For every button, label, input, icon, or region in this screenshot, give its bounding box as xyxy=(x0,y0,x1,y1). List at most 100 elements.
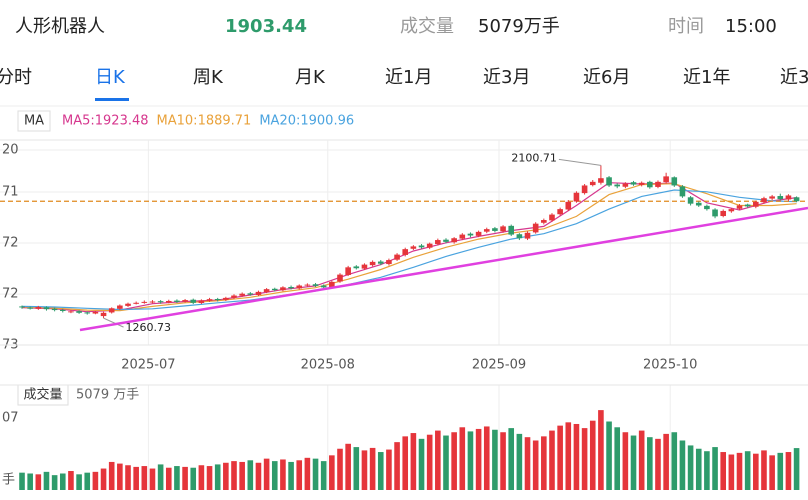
candle-body xyxy=(793,197,800,202)
candle-body xyxy=(108,308,115,313)
candle-body xyxy=(589,181,596,186)
candle-body xyxy=(223,297,229,300)
tab-underline xyxy=(95,98,129,101)
volume-bar xyxy=(239,461,245,490)
candle-body xyxy=(483,229,490,232)
candle-body xyxy=(231,295,237,298)
volume-bar xyxy=(117,463,123,490)
volume-bar xyxy=(68,471,74,490)
candle-body xyxy=(157,301,164,303)
candle-body xyxy=(377,261,384,264)
candle-body xyxy=(59,309,66,311)
volume-bar xyxy=(133,466,139,490)
candle-body xyxy=(255,291,262,295)
y-tick-label: 72 xyxy=(2,235,19,250)
candle-body xyxy=(125,303,131,306)
volume-bar xyxy=(435,430,441,490)
annotation-leader xyxy=(558,158,601,166)
candle-body xyxy=(630,182,637,185)
volume-bar xyxy=(606,421,612,490)
volume-bar xyxy=(557,425,563,490)
candle-body xyxy=(271,288,278,291)
volume-bar xyxy=(214,464,221,490)
candle-body xyxy=(500,226,506,232)
candle-body xyxy=(51,308,58,311)
ma-line xyxy=(21,183,797,312)
volume-bar xyxy=(223,462,229,490)
volume-bar xyxy=(549,430,555,490)
volume-bar xyxy=(492,429,498,490)
ma-label: MA xyxy=(24,114,44,129)
tab[interactable]: 近3 xyxy=(780,67,808,88)
candle-body xyxy=(728,209,735,212)
tab[interactable]: 日K xyxy=(95,67,126,88)
candle-body xyxy=(369,261,376,266)
candle-body xyxy=(761,198,767,203)
tab[interactable]: 近3月 xyxy=(483,67,530,88)
volume-bar xyxy=(695,448,702,490)
annotation-leader xyxy=(103,317,124,328)
volume-bar xyxy=(671,432,678,490)
volume-bar xyxy=(361,450,368,490)
candle-body xyxy=(451,238,457,243)
volume-bar xyxy=(353,447,360,490)
candle-body xyxy=(753,201,759,207)
volume-bar xyxy=(296,460,303,490)
volume-value: 5079万手 xyxy=(478,16,560,37)
tab[interactable]: 周K xyxy=(193,67,224,88)
volume-bar xyxy=(483,426,490,490)
volume-bar xyxy=(231,461,237,490)
y-tick-label: 20 xyxy=(2,143,19,158)
candle-body xyxy=(288,286,294,289)
volume-bar xyxy=(247,460,254,490)
volume-bar xyxy=(785,452,792,490)
time-label: 时间 xyxy=(668,16,704,37)
volume-bar xyxy=(198,465,205,490)
volume-bar xyxy=(304,457,311,490)
volume-bar xyxy=(769,455,775,490)
volume-bar xyxy=(312,458,319,490)
volume-bar xyxy=(565,422,572,490)
tab[interactable]: 近1年 xyxy=(683,67,730,88)
candle-body xyxy=(663,176,669,183)
x-tick-label: 2025-09 xyxy=(472,358,526,373)
tab[interactable]: 近1月 xyxy=(385,67,432,88)
tab[interactable]: 月K xyxy=(295,67,326,88)
volume-bar xyxy=(532,440,539,490)
candle-body xyxy=(516,234,523,239)
volume-bar xyxy=(647,437,653,490)
candle-body xyxy=(198,300,205,303)
y-tick-label: 72 xyxy=(2,287,19,302)
volume-bar xyxy=(663,433,669,490)
tab[interactable]: 近6月 xyxy=(583,67,630,88)
candle-body xyxy=(214,298,221,301)
candle-body xyxy=(647,181,653,188)
candle-body xyxy=(410,246,417,249)
volume-bar xyxy=(687,445,694,490)
candle-body xyxy=(337,274,343,282)
candle-body xyxy=(19,306,25,308)
candle-body xyxy=(304,284,311,286)
candle-body xyxy=(68,311,74,313)
candle-body xyxy=(541,220,547,223)
candle-body xyxy=(459,234,466,239)
candle-body xyxy=(622,183,629,187)
candle-body xyxy=(27,307,33,309)
tab[interactable]: 分时 xyxy=(0,67,32,88)
volume-tick-label: 手 xyxy=(2,473,15,488)
volume-bar xyxy=(508,428,515,490)
candle-body xyxy=(704,205,710,210)
volume-bar xyxy=(704,451,710,490)
volume-bar xyxy=(475,428,482,490)
candle-body xyxy=(655,181,661,187)
volume-bar xyxy=(182,466,188,490)
min-label: 1260.73 xyxy=(126,321,172,334)
candle-body xyxy=(92,311,99,314)
volume-bar xyxy=(443,435,449,490)
volume-bar xyxy=(280,459,286,490)
candle-body xyxy=(174,300,180,302)
volume-bar xyxy=(108,461,115,490)
candle-body xyxy=(206,299,213,301)
volume-bar xyxy=(777,452,784,490)
